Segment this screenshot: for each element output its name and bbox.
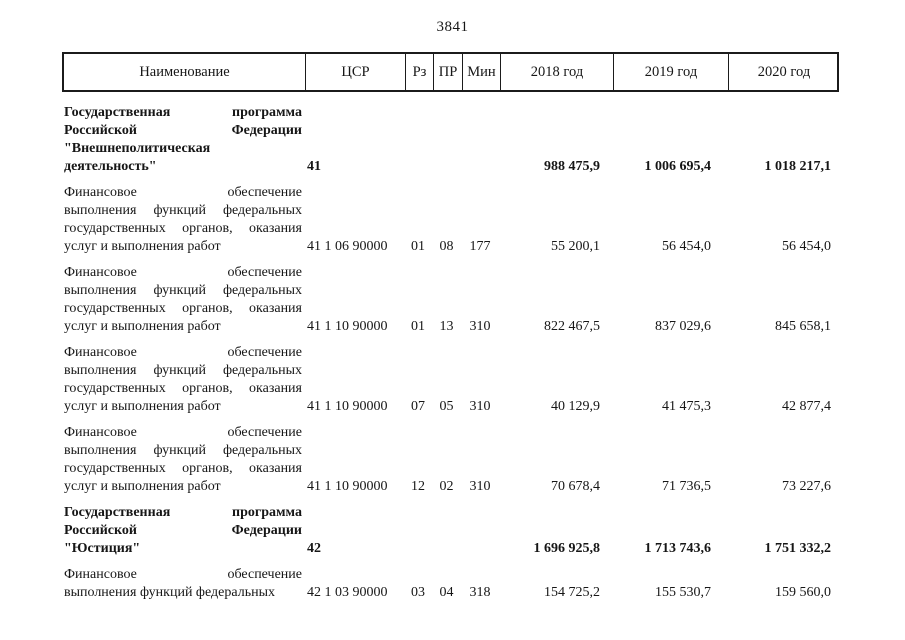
row-name-line: государственных органов, оказания (64, 381, 302, 396)
row-value-2019: 155 530,7 (655, 585, 711, 600)
table-row: Финансовое обеспечение выполнения функций… (62, 184, 839, 256)
row-name-line: Российской Федерации (64, 523, 302, 538)
table-body: Государственная программа Российской Феде… (62, 104, 839, 602)
row-value-2020: 1 018 217,1 (764, 159, 832, 174)
row-name-line: государственных органов, оказания (64, 221, 302, 236)
row-name-line: выполнения функций федеральных (64, 283, 302, 298)
row-value-2020: 73 227,6 (782, 479, 831, 494)
row-name-line: Финансовое обеспечение (64, 265, 302, 280)
row-name-line: услуг и выполнения работ (64, 399, 221, 414)
header-rz: Рз (406, 54, 434, 90)
row-name: Государственная программа Российской Феде… (62, 504, 304, 558)
row-name: Финансовое обеспечение выполнения функций… (62, 566, 304, 602)
row-csr-code: 41 1 10 90000 (307, 399, 388, 414)
row-min-code: 310 (469, 319, 491, 334)
table-row: Финансовое обеспечение выполнения функций… (62, 424, 839, 496)
row-name-line: деятельность" (64, 159, 157, 174)
row-name-line: "Внешнеполитическая (64, 141, 211, 156)
row-pr-code: 02 (439, 479, 454, 494)
header-min: Мин (463, 54, 501, 90)
row-rz-code: 01 (411, 319, 425, 334)
page-number: 3841 (436, 19, 469, 35)
row-name-line: "Юстиция" (64, 541, 141, 556)
row-value-2018: 1 696 925,8 (533, 541, 601, 556)
row-min-code: 310 (469, 479, 491, 494)
table-row: Финансовое обеспечение выполнения функций… (62, 566, 839, 602)
row-name-line: услуг и выполнения работ (64, 239, 221, 254)
row-csr-code: 41 1 10 90000 (307, 319, 388, 334)
row-csr-code: 42 (307, 541, 321, 556)
row-value-2020: 1 751 332,2 (764, 541, 832, 556)
row-value-2019: 41 475,3 (662, 399, 711, 414)
row-name-line: Финансовое обеспечение (64, 425, 302, 440)
row-csr-code: 42 1 03 90000 (307, 585, 388, 600)
row-pr-code: 04 (439, 585, 454, 600)
header-pr: ПР (434, 54, 463, 90)
budget-table: Наименование ЦСР Рз ПР Мин 2018 год 2019… (62, 52, 839, 610)
row-value-2018: 988 475,9 (544, 159, 600, 174)
row-value-2018: 70 678,4 (551, 479, 600, 494)
row-value-2018: 822 467,5 (544, 319, 600, 334)
header-2019: 2019 год (614, 54, 729, 90)
row-name-line: Финансовое обеспечение (64, 185, 302, 200)
row-name: Финансовое обеспечение выполнения функций… (62, 184, 304, 256)
row-value-2019: 71 736,5 (662, 479, 711, 494)
row-value-2018: 55 200,1 (551, 239, 600, 254)
header-csr: ЦСР (306, 54, 406, 90)
row-min-code: 177 (469, 239, 491, 254)
row-value-2020: 159 560,0 (775, 585, 831, 600)
row-csr-code: 41 1 06 90000 (307, 239, 388, 254)
row-value-2019: 56 454,0 (662, 239, 711, 254)
row-name-line: выполнения функций федеральных (64, 443, 302, 458)
header-2018: 2018 год (501, 54, 614, 90)
row-name: Государственная программа Российской Феде… (62, 104, 304, 176)
row-name-line: Государственная программа (64, 505, 302, 520)
row-rz-code: 12 (411, 479, 425, 494)
row-value-2018: 154 725,2 (544, 585, 600, 600)
row-rz-code: 07 (411, 399, 425, 414)
row-name-line: услуг и выполнения работ (64, 319, 221, 334)
row-pr-code: 08 (439, 239, 454, 254)
header-2020: 2020 год (757, 63, 811, 80)
table-header-row: Наименование ЦСР Рз ПР Мин 2018 год 2019… (62, 52, 839, 92)
header-name: Наименование (64, 54, 306, 90)
row-min-code: 318 (469, 585, 491, 600)
table-row: Государственная программа Российской Феде… (62, 104, 839, 176)
row-min-code: 310 (469, 399, 491, 414)
row-value-2019: 1 006 695,4 (644, 159, 712, 174)
row-name-line: Финансовое обеспечение (64, 345, 302, 360)
row-pr-code: 05 (439, 399, 454, 414)
row-rz-code: 01 (411, 239, 425, 254)
row-name-line: Российской Федерации (64, 123, 302, 138)
row-name-line: государственных органов, оказания (64, 461, 302, 476)
row-name-line: Финансовое обеспечение (64, 567, 302, 582)
row-name-line: услуг и выполнения работ (64, 479, 221, 494)
table-row: Финансовое обеспечение выполнения функций… (62, 264, 839, 336)
row-name-line: выполнения функций федеральных (64, 203, 302, 218)
row-name-line: выполнения функций федеральных (64, 585, 275, 600)
row-name: Финансовое обеспечение выполнения функций… (62, 264, 304, 336)
row-value-2020: 845 658,1 (775, 319, 831, 334)
row-name: Финансовое обеспечение выполнения функций… (62, 424, 304, 496)
row-name-line: Государственная программа (64, 105, 302, 120)
row-csr-code: 41 (307, 159, 321, 174)
row-value-2019: 1 713 743,6 (644, 541, 712, 556)
row-name-line: выполнения функций федеральных (64, 363, 302, 378)
row-rz-code: 03 (411, 585, 425, 600)
table-row: Финансовое обеспечение выполнения функций… (62, 344, 839, 416)
table-row: Государственная программа Российской Феде… (62, 504, 839, 558)
row-value-2020: 56 454,0 (782, 239, 831, 254)
row-name-line: государственных органов, оказания (64, 301, 302, 316)
row-value-2018: 40 129,9 (551, 399, 600, 414)
row-name: Финансовое обеспечение выполнения функций… (62, 344, 304, 416)
row-pr-code: 13 (439, 319, 454, 334)
row-csr-code: 41 1 10 90000 (307, 479, 388, 494)
row-value-2020: 42 877,4 (782, 399, 831, 414)
row-value-2019: 837 029,6 (655, 319, 711, 334)
